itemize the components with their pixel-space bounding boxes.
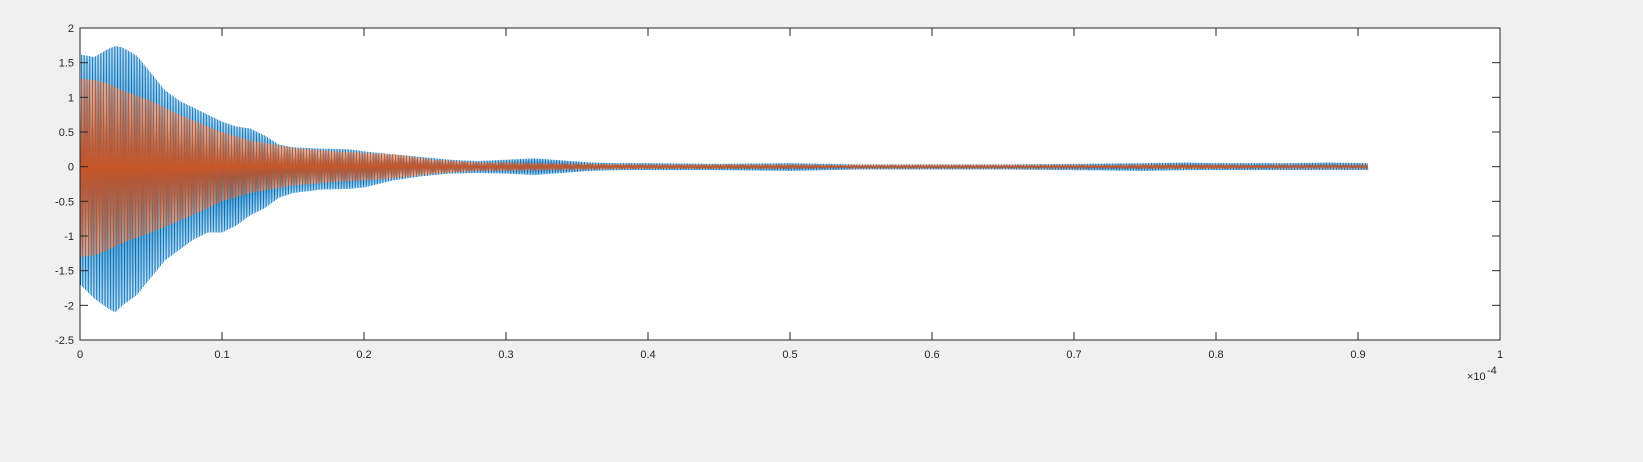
x-exponent-label: ×10 -4: [1467, 365, 1497, 383]
x-tick-label: 0.8: [1208, 349, 1223, 361]
x-tick-label: 0.9: [1350, 349, 1365, 361]
y-axis: 2 1.5 1 0.5 0 -0.5 -1 -1.5 -2 -2.5: [55, 23, 1500, 347]
x-axis: 0 0.1 0.2 0.3 0.4 0.5 0.6 0.7 0.8 0.9 1: [77, 28, 1503, 361]
y-tick-label: -1: [64, 231, 74, 243]
x-exponent-base: ×10: [1467, 371, 1486, 383]
x-tick-label: 0.5: [782, 349, 797, 361]
y-tick-label: -0.5: [55, 196, 74, 208]
x-tick-label: 0.1: [214, 349, 229, 361]
series-line-2: [79, 78, 1369, 257]
y-tick-label: -2.5: [55, 335, 74, 347]
series-layer: [79, 46, 1369, 313]
x-tick-label: 0.3: [498, 349, 513, 361]
x-tick-label: 0.4: [640, 349, 655, 361]
x-tick-label: 1: [1497, 349, 1503, 361]
x-tick-label: 0.7: [1066, 349, 1081, 361]
y-tick-label: 0: [68, 162, 74, 174]
x-exponent-power: -4: [1487, 365, 1497, 377]
y-tick-label: 0.5: [59, 127, 74, 139]
x-tick-label: 0.6: [924, 349, 939, 361]
y-tick-label: -1.5: [55, 266, 74, 278]
x-tick-label: 0.2: [356, 349, 371, 361]
y-tick-label: -2: [64, 300, 74, 312]
y-tick-label: 1.5: [59, 58, 74, 70]
y-tick-label: 2: [68, 23, 74, 35]
y-tick-label: 1: [68, 92, 74, 104]
x-tick-label: 0: [77, 349, 83, 361]
